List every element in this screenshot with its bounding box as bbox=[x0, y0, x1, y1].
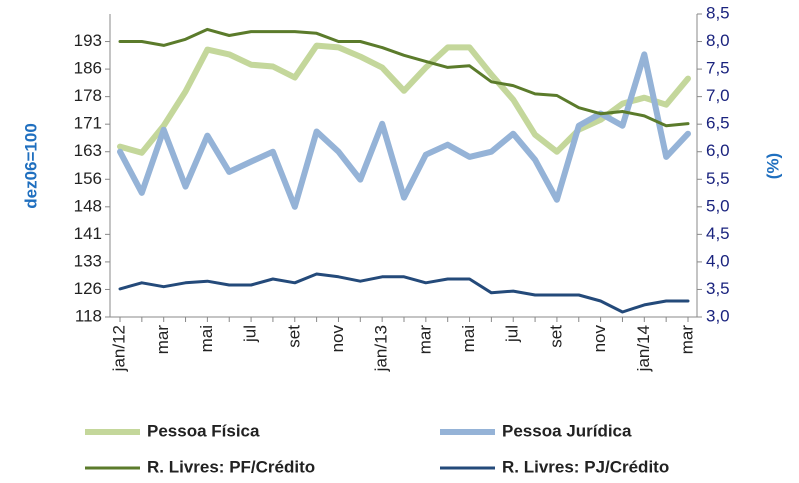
y-axis-label: dez06=100 bbox=[21, 123, 40, 209]
y-tick-label: 118 bbox=[75, 306, 102, 325]
y2-tick-label: 7,0 bbox=[706, 86, 730, 105]
x-tick-label: nov bbox=[328, 325, 347, 353]
y2-tick-label: 8,0 bbox=[706, 31, 730, 50]
y-tick-label: 171 bbox=[74, 114, 102, 133]
x-tick-label: mar bbox=[677, 325, 696, 355]
series-line bbox=[118, 27, 690, 128]
x-tick-label: nov bbox=[590, 325, 609, 353]
legend-label: R. Livres: PF/Crédito bbox=[147, 457, 315, 476]
y-tick-label: 141 bbox=[74, 224, 102, 243]
y-tick-label: 156 bbox=[74, 169, 102, 188]
y2-tick-label: 8,5 bbox=[706, 3, 730, 22]
x-tick-label: mai bbox=[459, 325, 478, 352]
x-tick-label: jan/14 bbox=[634, 325, 653, 372]
y2-tick-label: 4,0 bbox=[706, 251, 730, 270]
x-tick-label: mai bbox=[197, 325, 216, 352]
x-tick-label: mar bbox=[153, 325, 172, 355]
x-tick-label: jan/12 bbox=[109, 325, 128, 372]
legend-label: R. Livres: PJ/Crédito bbox=[502, 457, 669, 476]
y-tick-label: 178 bbox=[74, 86, 102, 105]
legend-label: Pessoa Jurídica bbox=[502, 421, 632, 440]
y2-tick-label: 3,5 bbox=[706, 279, 730, 298]
y2-tick-label: 3,0 bbox=[706, 306, 730, 325]
x-tick-label: jul bbox=[503, 325, 522, 343]
y2-tick-label: 5,5 bbox=[706, 169, 730, 188]
y-tick-label: 193 bbox=[74, 31, 102, 50]
series-line bbox=[118, 272, 690, 314]
y2-tick-label: 6,5 bbox=[706, 114, 730, 133]
y2-tick-label: 4,5 bbox=[706, 224, 730, 243]
x-tick-label: set bbox=[284, 325, 303, 348]
y-tick-label: 186 bbox=[74, 59, 102, 78]
legend-label: Pessoa Física bbox=[147, 421, 260, 440]
y2-tick-label: 7,5 bbox=[706, 59, 730, 78]
y-tick-label: 126 bbox=[74, 279, 102, 298]
series-line bbox=[117, 51, 691, 210]
x-tick-label: jul bbox=[241, 325, 260, 343]
y2-axis-label: (%) bbox=[763, 153, 782, 179]
y-tick-label: 148 bbox=[74, 196, 102, 215]
y2-tick-label: 6,0 bbox=[706, 141, 730, 160]
x-tick-label: mar bbox=[415, 325, 434, 355]
y-tick-label: 163 bbox=[74, 141, 102, 160]
y-tick-label: 133 bbox=[74, 251, 102, 270]
series-line bbox=[117, 42, 691, 156]
x-tick-label: jan/13 bbox=[372, 325, 391, 372]
y2-tick-label: 5,0 bbox=[706, 196, 730, 215]
x-tick-label: set bbox=[546, 325, 565, 348]
